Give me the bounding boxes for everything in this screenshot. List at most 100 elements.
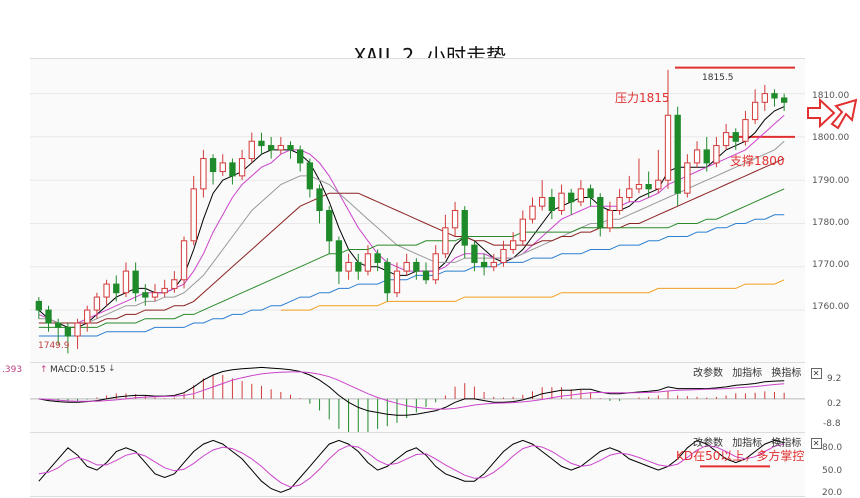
candle-body: [432, 253, 439, 281]
candle-body: [490, 261, 497, 268]
kd-edit-params-button[interactable]: 改参数: [693, 438, 723, 449]
low-price-label: 1749.9: [38, 341, 70, 351]
candle-body: [635, 184, 643, 190]
candle-body: [713, 145, 720, 164]
macd-add-indicator-button[interactable]: 加指标: [732, 368, 763, 379]
candle-body: [684, 162, 691, 194]
macd-chart-svg: [30, 366, 805, 433]
kd-k-line: [38, 439, 785, 493]
hollow-arrow-icon: [830, 98, 858, 130]
moving-average-line: [280, 279, 785, 311]
macd-switch-indicator-button[interactable]: 换指标: [771, 368, 802, 379]
candle-body: [151, 292, 159, 298]
macd-up-arrow-icon: ↑: [40, 365, 48, 375]
candle-body: [664, 114, 672, 181]
candle-body: [509, 240, 517, 250]
candle-body: [35, 300, 43, 311]
y-tick-label: 1760.00: [812, 302, 850, 312]
macd-toolbar: 改参数 加指标 换指标 ✕: [693, 364, 828, 379]
candle-body: [55, 322, 62, 328]
candle-body: [732, 132, 739, 142]
candle-body: [742, 119, 749, 142]
candle-body: [277, 145, 284, 151]
macd-edit-params-button[interactable]: 改参数: [693, 368, 723, 379]
y-tick-label: 1800.00: [812, 133, 850, 143]
candle-body: [722, 132, 730, 147]
macd-y-tick: 0.2: [827, 399, 842, 409]
candle-body: [519, 218, 526, 242]
candle-body: [326, 210, 333, 242]
candle-body: [703, 149, 710, 164]
high-price-label: 1815.5: [702, 73, 734, 83]
candle-body: [219, 162, 226, 173]
macd-y-tick: -8.8: [823, 419, 841, 429]
macd-down-arrow-icon: ↓: [108, 364, 116, 374]
candle-body: [364, 253, 372, 272]
moving-average-line: [38, 140, 785, 324]
candle-body: [132, 270, 139, 294]
candle-body: [548, 197, 556, 211]
candle-body: [384, 261, 391, 294]
candle-body: [355, 261, 362, 272]
candle-body: [113, 283, 120, 294]
candle-body: [597, 197, 604, 229]
macd-dif-line: [38, 366, 785, 416]
candle-body: [403, 261, 410, 272]
candle-body: [771, 93, 778, 99]
candle-body: [84, 309, 91, 324]
candle-body: [345, 261, 352, 272]
kd-y-tick: 80.0: [822, 443, 843, 453]
candle-body: [316, 188, 323, 212]
candle-body: [577, 188, 585, 203]
candle-body: [451, 210, 459, 229]
y-tick-label: 1780.00: [812, 218, 850, 228]
candle-body: [142, 292, 149, 298]
kd-toolbar: 改参数 加指标 换指标 ✕: [693, 434, 828, 449]
kd-y-tick: 20.0: [822, 488, 843, 498]
y-tick-label: 1810.00: [812, 91, 850, 101]
candle-body: [297, 149, 304, 164]
kd-annotation: KD在50以上，多方掌控: [676, 449, 805, 463]
candle-body: [190, 188, 197, 242]
kd-d-line: [38, 443, 785, 488]
candle-body: [655, 179, 662, 190]
candle-body: [626, 188, 633, 199]
macd-left-value: .393: [2, 365, 23, 375]
candle-body: [780, 97, 788, 103]
candle-body: [616, 197, 623, 211]
candle-body: [558, 192, 565, 211]
candle-body: [103, 283, 110, 298]
candle-body: [422, 270, 430, 281]
kd-add-indicator-button[interactable]: 加指标: [732, 438, 763, 449]
candle-body: [64, 326, 72, 337]
candle-body: [93, 296, 101, 311]
macd-dea-line: [38, 371, 785, 410]
kd-panel[interactable]: 改参数 加指标 换指标 ✕ KD在50以上，多方掌控 80.0 50.0 20.…: [30, 432, 842, 498]
candle-body: [200, 158, 207, 190]
candle-body: [393, 270, 401, 294]
kd-y-tick: 50.0: [822, 466, 843, 476]
kd-switch-indicator-button[interactable]: 换指标: [771, 438, 802, 449]
macd-close-icon[interactable]: ✕: [810, 368, 822, 379]
candle-body: [761, 93, 768, 103]
candle-body: [471, 244, 478, 263]
candle-body: [693, 149, 701, 164]
hollow-arrow-icon: [807, 97, 836, 129]
candle-body: [161, 287, 168, 294]
candle-body: [45, 309, 52, 324]
candle-body: [480, 261, 488, 268]
candle-body: [374, 253, 381, 263]
candle-body: [171, 279, 178, 289]
kd-close-icon[interactable]: ✕: [810, 438, 822, 449]
candle-body: [529, 205, 536, 220]
macd-y-tick: 9.2: [827, 374, 842, 384]
candle-body: [229, 162, 236, 177]
candle-body: [606, 210, 614, 229]
macd-panel[interactable]: .393 ↑ MACD:0.515 ↓ 改参数 加指标 换指标 ✕ 9.2 0.…: [2, 362, 841, 434]
candle-body: [180, 240, 188, 281]
moving-average-line: [38, 214, 785, 337]
price-panel[interactable]: 压力1815 支撑1800 1815.5 1749.9 1810.00 1800…: [30, 58, 849, 363]
support-label: 支撑1800: [730, 154, 785, 168]
candle-body: [413, 261, 420, 272]
candle-body: [238, 158, 246, 177]
